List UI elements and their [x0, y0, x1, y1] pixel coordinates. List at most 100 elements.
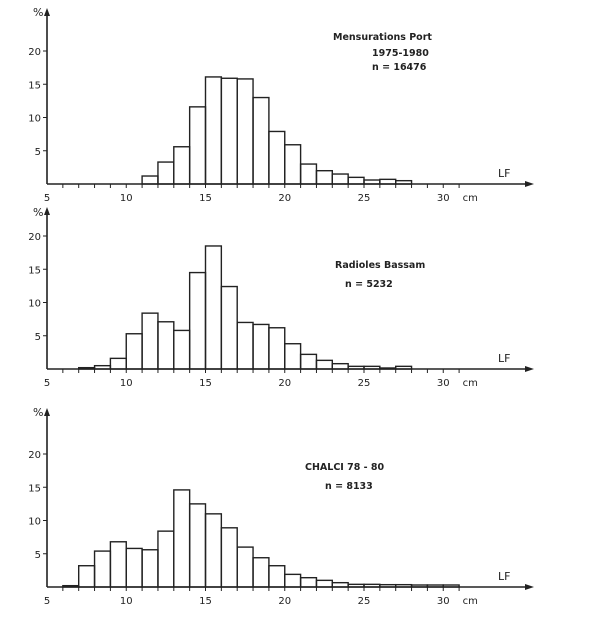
x-tick-label: 25: [358, 193, 371, 204]
histogram-bar: [173, 146, 191, 185]
histogram-bar: [442, 584, 460, 588]
histogram-bar: [188, 106, 207, 185]
x-axis-arrow-icon: [525, 366, 534, 372]
histogram-bar: [236, 321, 254, 370]
annotation-text: n = 5232: [345, 279, 393, 290]
x-tick-label: 25: [358, 596, 371, 607]
annotation-text: Radioles Bassam: [335, 260, 425, 271]
x-axis-label: LF: [498, 570, 510, 583]
y-tick-label: 15: [28, 483, 41, 494]
y-tick-label: 10: [28, 114, 41, 125]
histogram-bar: [236, 78, 254, 185]
x-tick-label: 30: [437, 193, 450, 204]
y-axis-label: %: [33, 206, 43, 219]
annotation-text: Mensurations Port: [333, 32, 432, 43]
y-axis-label: %: [33, 6, 43, 19]
histogram-bar: [220, 285, 238, 370]
histogram-bar: [426, 584, 444, 588]
histogram-bar: [315, 169, 334, 185]
y-axis-arrow-icon: [44, 207, 50, 215]
histogram-bar: [347, 365, 365, 370]
histogram-bar: [141, 549, 159, 588]
y-axis-arrow-icon: [44, 408, 50, 416]
histogram-bar: [363, 583, 381, 588]
histogram-bar: [410, 584, 429, 588]
histogram-bar: [347, 176, 365, 185]
y-tick-label: 5: [35, 147, 41, 158]
y-tick-label: 10: [28, 517, 41, 528]
histogram-bar: [299, 576, 318, 588]
histogram-bar: [109, 541, 127, 588]
histogram-bar: [220, 77, 238, 185]
histogram-bar: [204, 76, 223, 185]
x-axis-arrow-icon: [525, 584, 534, 590]
histogram-bar: [188, 503, 207, 588]
y-tick-label: 20: [28, 47, 41, 58]
histogram-panel-3: % 5 10 15 20 25 30 cm LF 5 10 15 20 CHALCI 78 - 80 n =…: [28, 406, 534, 607]
histogram-bar: [157, 321, 175, 370]
histogram-bar: [347, 583, 365, 588]
histogram-panel-2: % 5 10 15 20 25 30 cm LF 5 10 15 20 Radioles Bassam n …: [28, 206, 534, 389]
histogram-bar: [173, 489, 191, 588]
x-axis-label: LF: [498, 167, 510, 180]
y-tick-label: 20: [28, 232, 41, 243]
histogram-bar: [141, 312, 159, 370]
histogram-bar: [252, 557, 270, 588]
histogram-bar: [141, 175, 159, 185]
histogram-bar: [252, 96, 270, 185]
x-tick-label: 30: [437, 596, 450, 607]
x-tick-label: 25: [358, 378, 371, 389]
annotation-text: CHALCI 78 - 80: [305, 462, 385, 473]
histogram-bar: [62, 584, 80, 588]
x-tick-label: 5: [44, 378, 50, 389]
x-tick-label: 20: [278, 193, 291, 204]
histogram-bar: [204, 245, 223, 370]
histogram-bar: [315, 359, 334, 370]
x-tick-label: 30: [437, 378, 450, 389]
histogram-bar: [93, 550, 112, 588]
histogram-bar: [157, 161, 175, 185]
y-tick-label: 5: [35, 550, 41, 561]
histogram-bar: [220, 527, 238, 588]
histogram-bar: [188, 271, 207, 370]
x-tick-label: 15: [199, 378, 212, 389]
histogram-bar: [299, 163, 318, 185]
histogram-bar: [109, 357, 127, 370]
x-tick-label: 5: [44, 193, 50, 204]
histogram-bar: [395, 179, 413, 185]
histogram-bar: [363, 365, 381, 370]
histogram-bar: [379, 583, 397, 588]
histogram-bar: [125, 547, 143, 588]
histogram-bar: [315, 579, 334, 588]
histogram-bar: [93, 364, 112, 370]
y-tick-label: 5: [35, 332, 41, 343]
x-tick-label: 10: [120, 378, 133, 389]
y-axis-label: %: [33, 406, 43, 419]
histogram-bar: [236, 546, 254, 588]
histogram-bar: [77, 565, 96, 588]
x-axis-arrow-icon: [525, 181, 534, 187]
x-tick-label: 20: [278, 596, 291, 607]
histogram-bar: [268, 565, 286, 588]
x-tick-label: 10: [120, 596, 133, 607]
histogram-bar: [268, 327, 286, 370]
histogram-bar: [173, 329, 191, 370]
histogram-bar: [157, 530, 175, 588]
histogram-bar: [395, 583, 413, 588]
x-unit-label: cm: [463, 596, 478, 607]
histogram-panel-1: % 5 10 15 20 25 30 cm LF 5 10 15 20 Mensurations Port…: [28, 6, 534, 204]
histogram-bar: [252, 323, 270, 370]
histogram-bar: [379, 367, 397, 370]
x-tick-label: 5: [44, 596, 50, 607]
annotation-text: 1975-1980: [372, 48, 429, 59]
histogram-bar: [299, 353, 318, 370]
y-tick-label: 10: [28, 299, 41, 310]
annotation-text: n = 16476: [372, 62, 427, 73]
histogram-bar: [204, 513, 223, 588]
histogram-bar: [284, 573, 302, 588]
y-axis-arrow-icon: [44, 8, 50, 16]
y-tick-label: 15: [28, 265, 41, 276]
histogram-bar: [268, 130, 286, 185]
histogram-bar: [363, 179, 381, 185]
